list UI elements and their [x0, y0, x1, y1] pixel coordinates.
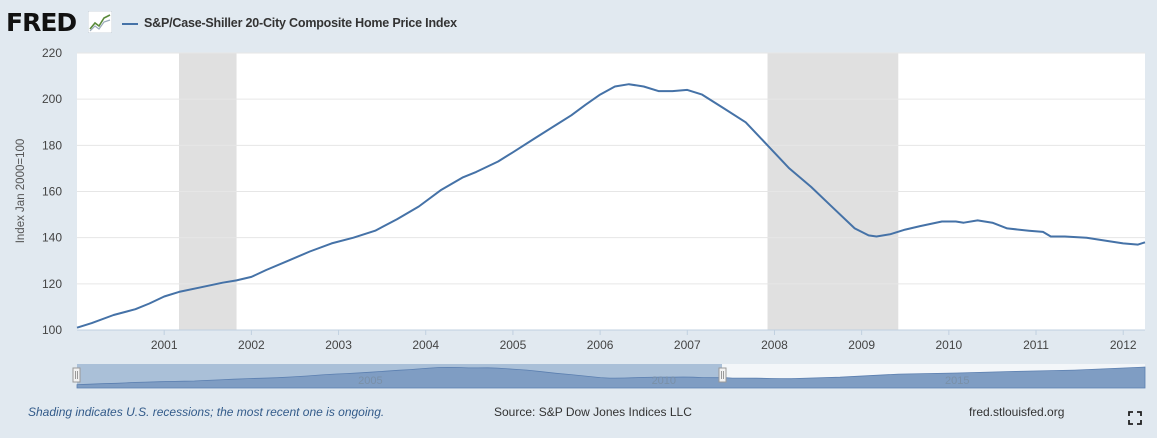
y-axis-label: Index Jan 2000=100	[15, 139, 27, 244]
navigator-right-handle[interactable]	[718, 367, 727, 383]
range-navigator[interactable]: 2005 2010 2015	[72, 364, 1146, 389]
chart-header: FRED S&P/Case-Shiller 20-City Composite …	[0, 0, 1157, 46]
fred-logo-graph-icon	[88, 11, 112, 33]
recession-note: Shading indicates U.S. recessions; the m…	[28, 405, 385, 419]
navigator-series-area	[76, 366, 1146, 389]
y-tick-label: 100	[42, 323, 62, 337]
y-tick-label: 200	[42, 92, 62, 106]
x-tick-label: 2009	[848, 338, 875, 352]
x-tick-label: 2010	[935, 338, 962, 352]
x-tick-label: 2008	[761, 338, 788, 352]
x-tick-label: 2004	[412, 338, 439, 352]
legend-swatch	[122, 23, 138, 25]
series	[76, 83, 1146, 329]
source-text: Source: S&P Dow Jones Indices LLC	[494, 405, 692, 419]
y-tick-label: 160	[42, 185, 62, 199]
y-tick-label: 140	[42, 231, 62, 245]
x-tick-label: 2002	[238, 338, 265, 352]
navigator-label: 2005	[358, 375, 382, 387]
x-tick-label: 2003	[325, 338, 352, 352]
x-tick-label: 2001	[151, 338, 178, 352]
x-tick-label: 2005	[500, 338, 527, 352]
fred-logo[interactable]: FRED	[6, 8, 77, 37]
legend-label: S&P/Case-Shiller 20-City Composite Home …	[144, 16, 457, 30]
x-axis: 2001 2002 2003 2004 2005 2006 2007 2008 2009 2010…	[77, 329, 1145, 352]
x-tick-label: 2006	[587, 338, 614, 352]
y-tick-label: 180	[42, 138, 62, 152]
fullscreen-icon[interactable]	[1128, 411, 1142, 425]
x-tick-label: 2012	[1110, 338, 1137, 352]
navigator-label: 2010	[652, 375, 676, 387]
navigator-left-handle[interactable]	[72, 367, 81, 383]
series-line	[76, 83, 1146, 329]
site-url[interactable]: fred.stlouisfed.org	[969, 405, 1065, 419]
y-tick-label: 220	[42, 46, 62, 60]
navigator-label: 2015	[945, 375, 969, 387]
y-axis: 100 120 140 160 180 200 220	[42, 46, 62, 337]
x-tick-label: 2007	[674, 338, 701, 352]
y-tick-label: 120	[42, 277, 62, 291]
navigator-labels: 2005 2010 2015	[358, 375, 969, 387]
x-tick-label: 2011	[1023, 338, 1049, 352]
